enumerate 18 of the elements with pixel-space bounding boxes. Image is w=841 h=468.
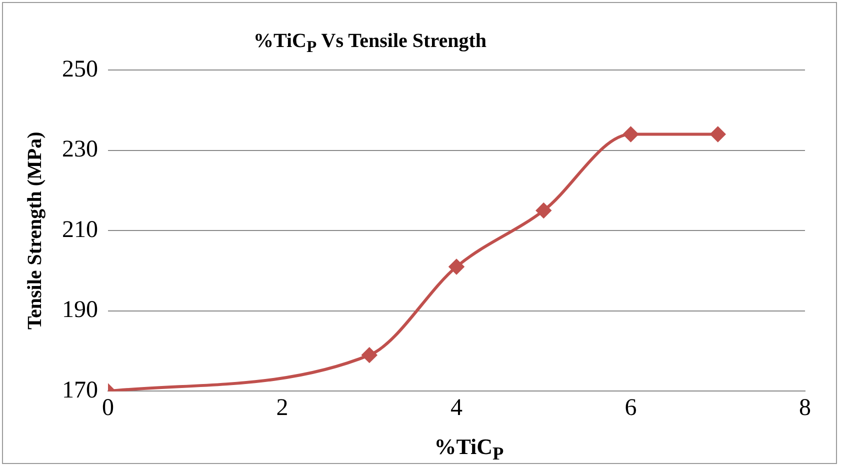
chart-title: %TiC$_{P}$ Vs Tensile Strength bbox=[252, 30, 488, 57]
point bbox=[536, 203, 552, 218]
x-tick-label: 0 bbox=[102, 394, 114, 421]
y-tick-label: 230 bbox=[62, 136, 98, 163]
x-tick-label: 2 bbox=[276, 394, 288, 421]
y-axis-title: Tensile Strength (MPa) bbox=[24, 132, 46, 330]
point bbox=[449, 259, 464, 274]
x-tick-label: 8 bbox=[799, 394, 811, 421]
x-tick-label: 4 bbox=[450, 394, 462, 421]
y-tick-label: 210 bbox=[62, 216, 98, 243]
y-tick-label: 170 bbox=[62, 377, 98, 404]
point bbox=[623, 126, 638, 142]
point bbox=[362, 348, 377, 363]
x-tick-label: 6 bbox=[624, 394, 637, 421]
y-tick-label: 250 bbox=[62, 56, 98, 82]
y-tick-label: 190 bbox=[62, 297, 98, 324]
point bbox=[710, 126, 726, 142]
x-axis-title: %TiC$_{P}$ bbox=[433, 434, 505, 464]
